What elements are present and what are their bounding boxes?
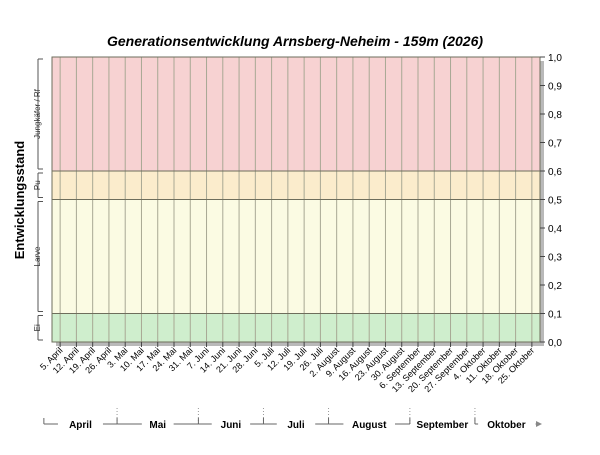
chart-title: Generationsentwicklung Arnsberg-Neheim -… <box>107 33 483 49</box>
stage-band-2 <box>52 171 540 200</box>
y-tick-label: 0,4 <box>548 224 562 235</box>
month-label-april: April <box>69 420 92 431</box>
y-tick-label: 1,0 <box>548 53 562 64</box>
stage-label-2: Pu <box>33 180 42 190</box>
y-tick-label: 0,7 <box>548 139 562 150</box>
month-label-juni: Juni <box>221 420 242 431</box>
y-tick-label: 0,8 <box>548 110 562 121</box>
stage-label-1: Larve <box>33 246 42 267</box>
y-tick-label: 0,5 <box>548 196 562 207</box>
stage-band-1 <box>52 199 540 314</box>
month-label-oktober: Oktober <box>487 420 525 431</box>
month-label-september: September <box>417 420 469 431</box>
month-label-juli: Juli <box>287 420 304 431</box>
y-tick-label: 0,3 <box>548 253 562 264</box>
y-axis-label: Entwicklungsstand <box>12 141 27 260</box>
stage-label-3: Jungkäfer / Rf <box>33 88 42 139</box>
y-tick-label: 0,0 <box>548 338 562 349</box>
y-tick-label: 0,2 <box>548 281 562 292</box>
stage-band-0 <box>52 313 540 342</box>
y-tick-label: 0,6 <box>548 167 562 178</box>
month-label-mai: Mai <box>149 420 166 431</box>
y-tick-label: 0,1 <box>548 310 562 321</box>
stage-label-0: Ei <box>33 324 42 331</box>
y-tick-label: 0,9 <box>548 82 562 93</box>
stage-band-3 <box>52 57 540 171</box>
month-label-august: August <box>352 420 387 431</box>
month-axis-arrow-icon <box>536 421 542 427</box>
